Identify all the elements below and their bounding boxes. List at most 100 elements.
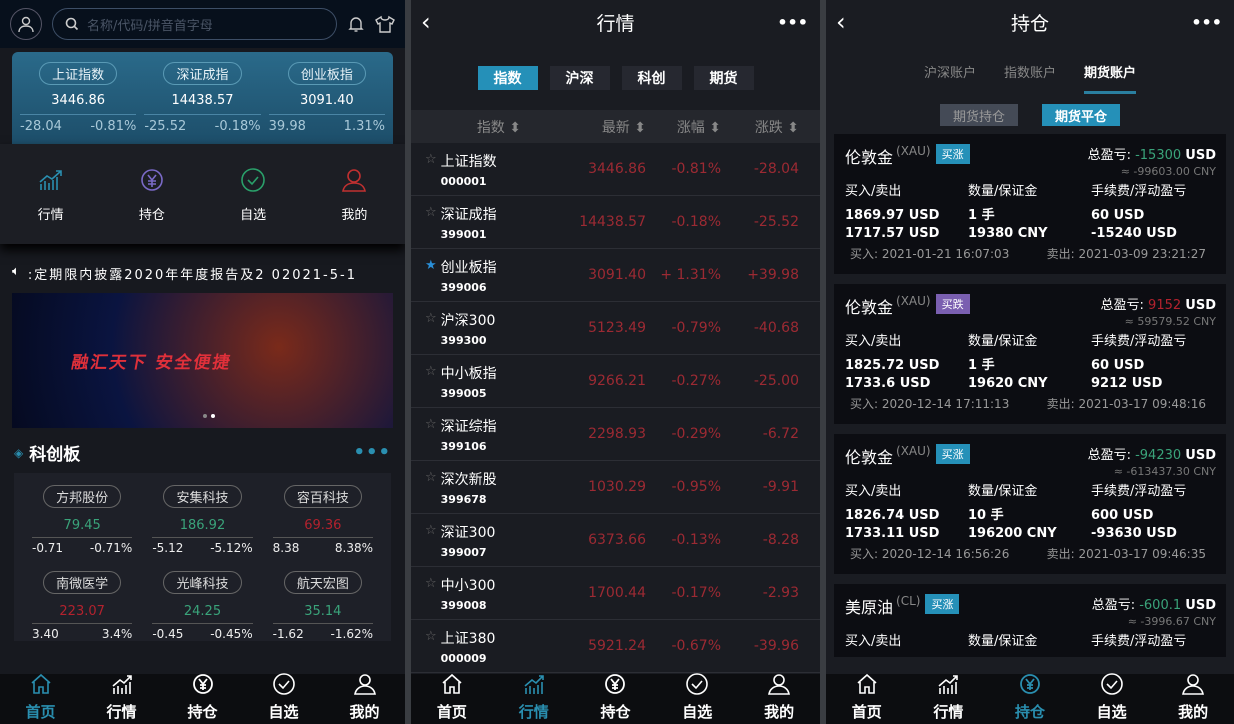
search-input[interactable]: 名称/代码/拼音首字母 xyxy=(52,8,337,40)
tab-positions[interactable]: 持仓 xyxy=(162,674,243,724)
total-pl-value: -600.1 xyxy=(1139,598,1182,613)
quick-market[interactable]: 行情 xyxy=(0,166,101,223)
kc-stock-item[interactable]: 航天宏图 35.14 -1.62 -1.62% xyxy=(272,571,373,641)
segment-hs[interactable]: 沪深 xyxy=(549,66,610,90)
tab-home[interactable]: 首页 xyxy=(411,673,493,724)
index-item[interactable]: 深证成指 14438.57 -25.52 -0.18% xyxy=(140,62,264,144)
notice-marquee[interactable]: 🔈︎:定期限内披露2020年年度报告及2 02021-5-1 xyxy=(0,244,405,283)
kc-title: 科创板 xyxy=(29,445,81,465)
table-row[interactable]: ☆ 深证300 399007 6373.66 -0.13% -8.28 xyxy=(411,514,820,567)
shirt-icon[interactable] xyxy=(375,15,395,33)
tab-watchlist[interactable]: 自选 xyxy=(656,673,738,724)
contract-name: 伦敦金 xyxy=(845,448,894,467)
banner-carousel[interactable]: 融汇天下 安全便捷 xyxy=(12,293,393,428)
table-row[interactable]: ☆ 上证380 000009 5921.24 -0.67% -39.96 xyxy=(411,620,820,673)
tab-index-account[interactable]: 指数账户 xyxy=(1003,66,1056,81)
search-icon xyxy=(65,17,79,31)
segment-kc[interactable]: 科创 xyxy=(621,66,682,90)
col-chg[interactable]: 涨跌 ⬍ xyxy=(754,119,799,136)
tab-positions[interactable]: 持仓 xyxy=(989,674,1071,724)
tab-market[interactable]: 行情 xyxy=(908,674,990,724)
index-item[interactable]: 上证指数 3446.86 -28.04 -0.81% xyxy=(16,62,140,144)
tab-hs-account[interactable]: 沪深账户 xyxy=(923,66,976,81)
kc-stock-item[interactable]: 方邦股份 79.45 -0.71 -0.71% xyxy=(32,485,133,555)
table-row[interactable]: ☆ 深证成指 399001 14438.57 -0.18% -25.52 xyxy=(411,196,820,249)
index-name: 中小板指 xyxy=(440,365,497,382)
table-row[interactable]: ☆ 上证指数 000001 3446.86 -0.81% -28.04 xyxy=(411,143,820,196)
table-row[interactable]: ☆ 深证综指 399106 2298.93 -0.29% -6.72 xyxy=(411,408,820,461)
star-icon[interactable]: ☆ xyxy=(425,310,437,326)
tab-label: 首页 xyxy=(25,703,56,721)
kc-stock-item[interactable]: 容百科技 69.36 8.38 8.38% xyxy=(272,485,373,555)
tab-positions[interactable]: 持仓 xyxy=(575,674,657,724)
quick-watchlist[interactable]: 自选 xyxy=(203,166,304,223)
tab-home[interactable]: 首页 xyxy=(0,673,81,724)
index-item[interactable]: 创业板指 3091.40 39.98 1.31% xyxy=(265,62,389,144)
contract-name: 伦敦金 xyxy=(845,148,894,167)
tab-profile[interactable]: 我的 xyxy=(1152,674,1234,724)
col-last[interactable]: 最新 ⬍ xyxy=(601,119,646,136)
more-button[interactable]: ••• xyxy=(353,442,391,463)
star-icon[interactable]: ☆ xyxy=(425,151,437,167)
index-name: 深证成指 xyxy=(163,62,242,85)
back-icon[interactable]: ‹ xyxy=(836,8,846,36)
position-card[interactable]: 伦敦金 (XAU) 买涨 总盈亏: -94230 USD ≈ -613437.30 CN… xyxy=(834,434,1226,574)
user-avatar-icon[interactable] xyxy=(10,8,42,40)
bottom-tabbar: 首页 行情 持仓 自选 我的 xyxy=(411,673,820,724)
col-name[interactable]: 指数 ⬍ xyxy=(476,119,521,136)
index-name: 深次新股 xyxy=(440,471,497,488)
last-price: 5921.24 xyxy=(588,638,646,654)
segment-futures[interactable]: 期货 xyxy=(693,66,754,90)
tab-futures-closed[interactable]: 期货平仓 xyxy=(1042,104,1120,126)
col-pct[interactable]: 涨幅 ⬍ xyxy=(676,119,721,136)
table-row[interactable]: ★ 创业板指 399006 3091.40 + 1.31% +39.98 xyxy=(411,249,820,302)
index-value: 3446.86 xyxy=(51,93,106,108)
floating-pl: 9212 USD xyxy=(1091,376,1163,391)
tab-profile[interactable]: 我的 xyxy=(738,674,820,724)
quick-label: 行情 xyxy=(37,207,64,223)
position-card[interactable]: 美原油 (CL) 买涨 总盈亏: -600.1 USD ≈ -3996.67 CNY 买入… xyxy=(834,584,1226,657)
star-icon[interactable]: ☆ xyxy=(425,628,437,644)
tab-market[interactable]: 行情 xyxy=(81,674,162,724)
label-buy-sell: 买入/卖出 xyxy=(845,484,902,499)
star-icon[interactable]: ☆ xyxy=(425,469,437,485)
tab-watchlist[interactable]: 自选 xyxy=(1071,673,1153,724)
yen-cycle-icon xyxy=(141,168,163,191)
star-icon[interactable]: ☆ xyxy=(425,363,437,379)
table-row[interactable]: ☆ 中小300 399008 1700.44 -0.17% -2.93 xyxy=(411,567,820,620)
kc-stock-item[interactable]: 南微医学 223.07 3.40 3.4% xyxy=(32,571,133,641)
account-tabs: 沪深账户 指数账户 期货账户 xyxy=(826,44,1234,94)
star-icon[interactable]: ☆ xyxy=(425,416,437,432)
position-card[interactable]: 伦敦金 (XAU) 买涨 总盈亏: -15300 USD ≈ -99603.00 CNY… xyxy=(834,134,1226,274)
table-row[interactable]: ☆ 深次新股 399678 1030.29 -0.95% -9.91 xyxy=(411,461,820,514)
kc-section-header: ◈ 科创板 ••• xyxy=(0,428,405,473)
label-fee-float: 手续费/浮动盈亏 xyxy=(1091,184,1187,199)
tab-futures-holding[interactable]: 期货持仓 xyxy=(940,104,1018,126)
quick-label: 自选 xyxy=(240,207,267,223)
table-row[interactable]: ☆ 中小板指 399005 9266.21 -0.27% -25.00 xyxy=(411,355,820,408)
kc-stock-item[interactable]: 安集科技 186.92 -5.12 -5.12% xyxy=(152,485,253,555)
star-icon[interactable]: ☆ xyxy=(425,204,437,220)
table-row[interactable]: ☆ 沪深300 399300 5123.49 -0.79% -40.68 xyxy=(411,302,820,355)
quick-mine[interactable]: 我的 xyxy=(304,166,405,223)
last-price: 3091.40 xyxy=(588,267,646,283)
tab-watchlist[interactable]: 自选 xyxy=(243,673,324,724)
segment-index[interactable]: 指数 xyxy=(477,66,538,90)
total-pl-label: 总盈亏: xyxy=(1091,598,1136,613)
index-value: 14438.57 xyxy=(171,93,234,108)
tab-profile[interactable]: 我的 xyxy=(324,674,405,724)
tab-home[interactable]: 首页 xyxy=(826,673,908,724)
position-card[interactable]: 伦敦金 (XAU) 买跌 总盈亏: 9152 USD ≈ 59579.52 CNY 买入/… xyxy=(834,284,1226,424)
tab-futures-account[interactable]: 期货账户 xyxy=(1084,62,1137,94)
quick-positions[interactable]: 持仓 xyxy=(101,166,202,223)
kc-stock-item[interactable]: 光峰科技 24.25 -0.45 -0.45% xyxy=(152,571,253,641)
bell-icon[interactable] xyxy=(347,15,365,33)
star-icon[interactable]: ★ xyxy=(425,257,437,273)
index-name: 深证综指 xyxy=(440,418,497,435)
back-icon[interactable]: ‹ xyxy=(421,8,431,36)
more-button[interactable]: ••• xyxy=(1191,12,1222,32)
more-button[interactable]: ••• xyxy=(777,12,808,32)
tab-market[interactable]: 行情 xyxy=(493,674,575,724)
star-icon[interactable]: ☆ xyxy=(425,575,437,591)
star-icon[interactable]: ☆ xyxy=(425,522,437,538)
